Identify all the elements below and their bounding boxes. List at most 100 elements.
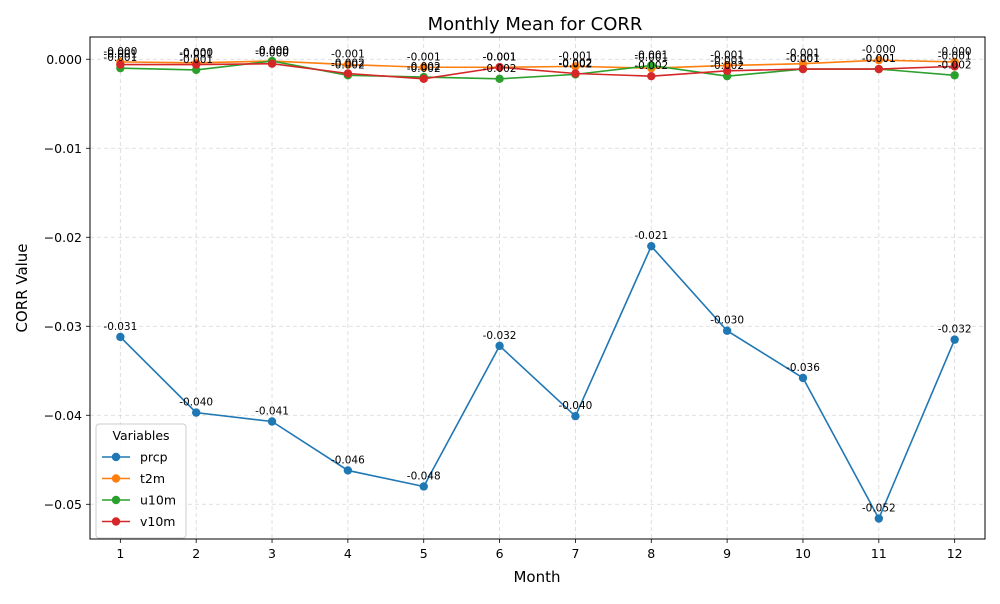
data-point-v10m xyxy=(495,63,504,72)
data-point-v10m xyxy=(950,62,959,71)
data-label-prcp: -0.040 xyxy=(179,397,213,409)
data-point-prcp xyxy=(647,241,656,251)
x-tick-label: 8 xyxy=(647,546,655,561)
legend-label-t2m: t2m xyxy=(140,471,165,486)
series-lines xyxy=(116,55,959,523)
x-tick-label: 4 xyxy=(344,546,352,561)
legend-marker-t2m xyxy=(111,474,121,483)
data-label-prcp: -0.040 xyxy=(558,400,592,412)
data-label-prcp: -0.032 xyxy=(483,330,517,342)
data-point-prcp xyxy=(267,417,277,426)
x-tick-label: 1 xyxy=(116,546,124,561)
x-tick-label: 3 xyxy=(268,546,276,561)
y-tick-label: −0.05 xyxy=(44,497,82,512)
data-label-u10m: -0.002 xyxy=(558,58,592,70)
data-label-v10m: -0.002 xyxy=(407,63,441,75)
x-tick-label: 11 xyxy=(871,546,887,561)
data-label-t2m: -0.001 xyxy=(786,48,820,60)
data-label-u10m: -0.002 xyxy=(407,61,441,73)
data-labels: -0.031 -0.040 -0.041 -0.046 -0.048 -0.032 -0.0… xyxy=(103,44,971,514)
data-point-v10m xyxy=(419,74,428,84)
y-tick-label: −0.01 xyxy=(44,141,82,156)
data-point-t2m xyxy=(874,55,884,65)
data-point-prcp xyxy=(116,332,125,342)
data-label-t2m: -0.000 xyxy=(255,45,289,57)
data-point-v10m xyxy=(874,64,884,74)
y-tick-label: −0.02 xyxy=(44,230,82,245)
data-label-u10m: -0.000 xyxy=(255,45,289,57)
data-label-t2m: -0.000 xyxy=(862,44,896,56)
data-label-v10m: -0.002 xyxy=(558,57,592,69)
data-label-prcp: -0.046 xyxy=(331,454,365,466)
data-label-prcp: -0.041 xyxy=(255,406,289,418)
data-label-prcp: -0.032 xyxy=(938,324,972,336)
legend-marker-u10m xyxy=(111,495,121,505)
x-tick-label: 12 xyxy=(947,546,963,561)
data-label-prcp: -0.036 xyxy=(786,362,820,374)
data-point-t2m xyxy=(571,62,580,71)
x-tick-label: 10 xyxy=(795,546,811,561)
data-point-v10m xyxy=(722,66,732,76)
data-point-t2m xyxy=(419,63,428,72)
data-point-u10m xyxy=(495,74,504,84)
x-tick-label: 5 xyxy=(420,546,428,561)
data-point-prcp xyxy=(571,411,580,421)
data-label-prcp: -0.030 xyxy=(710,315,744,327)
data-point-v10m xyxy=(571,69,580,78)
data-label-v10m: -0.001 xyxy=(710,55,744,67)
data-label-u10m: -0.002 xyxy=(331,59,365,71)
y-tick-label: −0.03 xyxy=(44,319,82,334)
plot-frame xyxy=(89,36,986,540)
data-point-u10m xyxy=(950,71,959,80)
x-tick-label: 2 xyxy=(192,546,200,561)
data-label-t2m: -0.000 xyxy=(179,47,213,59)
chart-title: Monthly Mean for CORR xyxy=(428,14,643,35)
legend-label-prcp: prcp xyxy=(140,450,168,465)
data-label-u10m: -0.001 xyxy=(634,49,668,61)
data-label-v10m: -0.001 xyxy=(179,49,213,61)
legend-title: Variables xyxy=(112,428,169,443)
legend-label-v10m: v10m xyxy=(140,514,175,529)
data-point-prcp xyxy=(722,326,732,335)
grid-lines xyxy=(90,37,985,539)
legend-marker-v10m xyxy=(111,517,121,526)
data-label-prcp: -0.048 xyxy=(407,470,441,482)
data-label-v10m: -0.001 xyxy=(862,53,896,65)
data-label-t2m: -0.000 xyxy=(103,46,137,58)
data-point-v10m xyxy=(116,60,125,69)
data-point-v10m xyxy=(798,64,808,74)
data-point-v10m xyxy=(267,59,277,68)
legend-label-u10m: u10m xyxy=(140,493,176,508)
data-point-u10m xyxy=(647,61,656,70)
axes: 1 2 3 4 5 6 7 8 9 10 11 120.000−0.01−0.02−0.03−0.04… xyxy=(44,36,986,561)
data-point-prcp xyxy=(191,408,201,417)
data-label-t2m: -0.001 xyxy=(634,52,668,64)
data-label-u10m: -0.001 xyxy=(179,54,213,66)
data-label-v10m: -0.001 xyxy=(938,50,972,62)
data-label-t2m: -0.001 xyxy=(483,51,517,63)
data-label-v10m: -0.001 xyxy=(103,49,137,61)
data-point-v10m xyxy=(647,71,656,81)
data-label-u10m: -0.001 xyxy=(862,53,896,65)
data-label-u10m: -0.002 xyxy=(483,63,517,75)
legend: Variables prcp t2m u10m v10m xyxy=(95,423,187,539)
series-line-v10m xyxy=(120,62,955,80)
data-label-prcp: -0.052 xyxy=(862,503,896,515)
y-axis-label: CORR Value xyxy=(13,243,31,332)
data-label-v10m: -0.002 xyxy=(331,57,365,69)
data-label-prcp: -0.031 xyxy=(103,321,137,333)
data-label-t2m: -0.001 xyxy=(407,51,441,63)
data-label-prcp: -0.021 xyxy=(634,230,668,242)
data-point-t2m xyxy=(343,60,353,69)
x-tick-label: 9 xyxy=(723,546,731,561)
data-point-prcp xyxy=(419,482,428,491)
legend-marker-prcp xyxy=(111,452,121,462)
data-label-t2m: -0.001 xyxy=(331,49,365,61)
x-tick-label: 6 xyxy=(496,546,504,561)
y-tick-label: −0.04 xyxy=(44,408,82,423)
series-line-prcp xyxy=(119,244,956,521)
data-label-u10m: -0.002 xyxy=(938,59,972,71)
x-tick-label: 7 xyxy=(571,546,579,561)
legend-box xyxy=(95,423,187,539)
data-point-prcp xyxy=(950,335,959,344)
